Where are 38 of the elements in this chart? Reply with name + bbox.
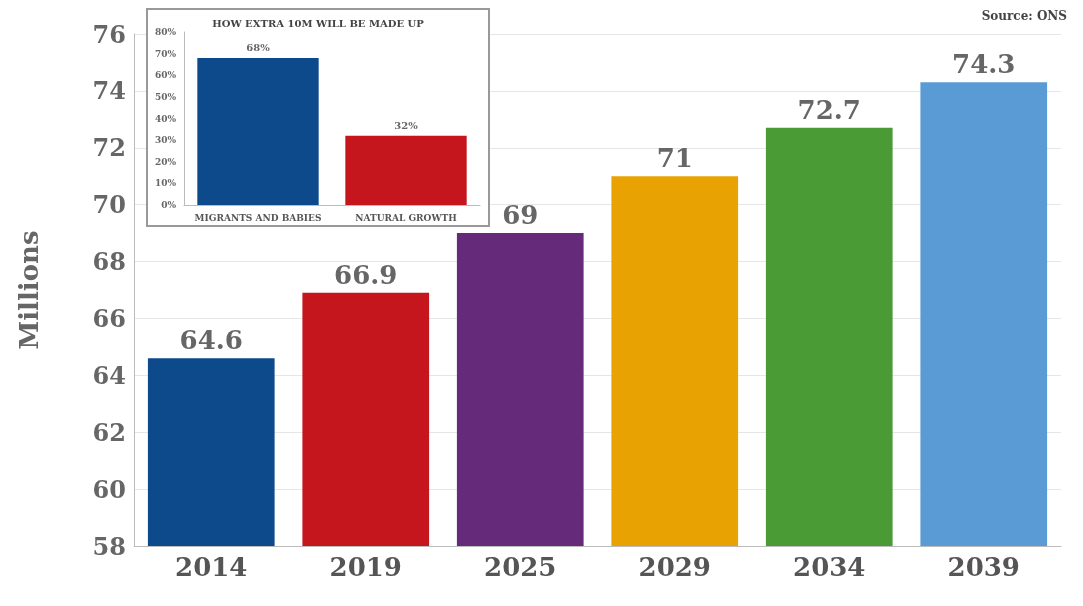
- y-tick-label: 0%: [161, 200, 177, 210]
- y-tick-label: 76: [92, 19, 126, 49]
- y-tick-label: 64: [92, 360, 126, 390]
- y-tick-label: 70: [92, 190, 126, 220]
- x-tick-label: 2025: [484, 552, 557, 582]
- data-label: 71: [656, 143, 693, 174]
- y-tick-label: 20%: [154, 156, 177, 167]
- data-label: 66.9: [334, 259, 398, 290]
- data-label: 69: [502, 200, 539, 231]
- y-tick-label: 58: [92, 531, 126, 561]
- y-tick-label: 30%: [154, 135, 177, 146]
- y-tick-label: 80%: [154, 27, 177, 37]
- y-tick-label: 74: [92, 76, 126, 106]
- source-note: Source: ONS: [981, 9, 1068, 23]
- x-tick-label: NATURAL GROWTH: [355, 212, 458, 223]
- chart-title: HOW EXTRA 10M WILL BE MADE UP: [212, 17, 425, 29]
- x-tick-label: 2029: [638, 552, 711, 582]
- y-tick-label: 40%: [154, 113, 177, 124]
- x-tick-label: 2039: [947, 552, 1020, 582]
- data-label: 68%: [246, 42, 271, 54]
- y-tick-label: 68: [92, 247, 126, 277]
- data-label: 72.7: [797, 94, 861, 125]
- y-tick-label: 62: [92, 417, 126, 447]
- y-tick-label: 72: [92, 133, 126, 163]
- y-tick-label: 70%: [154, 48, 177, 59]
- y-axis-title: Millions: [14, 230, 44, 350]
- x-tick-label: 2019: [329, 552, 402, 582]
- y-tick-label: 50%: [154, 91, 177, 102]
- x-tick-label: 2034: [793, 552, 866, 582]
- y-tick-label: 10%: [154, 178, 177, 189]
- data-label: 74.3: [952, 49, 1016, 80]
- data-label: 32%: [394, 120, 419, 132]
- x-tick-label: MIGRANTS AND BABIES: [194, 212, 322, 223]
- data-label: 64.6: [179, 325, 243, 356]
- y-tick-label: 66: [92, 303, 126, 333]
- x-tick-label: 2014: [175, 552, 248, 582]
- y-tick-label: 60%: [154, 70, 177, 81]
- y-tick-label: 60: [92, 474, 126, 504]
